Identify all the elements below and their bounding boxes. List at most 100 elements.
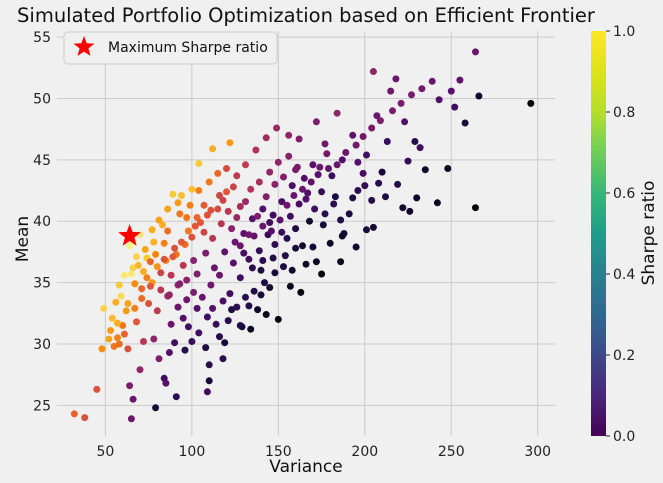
scatter-point [207,281,215,289]
scatter-point [117,292,125,300]
scatter-point [210,264,218,272]
scatter-point [181,346,189,354]
scatter-point [375,179,383,187]
scatter-point [318,188,326,196]
scatter-point [252,146,260,154]
colorbar-gradient [591,31,606,436]
scatter-point [309,243,317,251]
scatter-point [369,68,377,75]
scatter-point [165,349,173,356]
scatter-point [254,212,262,220]
scatter-point [261,279,268,287]
y-axis-label: Mean [13,216,33,262]
scatter-point [219,297,227,305]
colorbar-tick-label: 0.0 [613,429,635,445]
scatter-point [257,291,265,299]
scatter-point [397,99,405,107]
scatter-point [290,192,298,199]
scatter-point [216,192,223,199]
scatter-point [150,335,158,343]
scatter-point [325,165,332,172]
scatter-point [160,239,168,247]
scatter-point [326,239,334,247]
scatter-point [359,133,367,140]
scatter-point [292,166,300,174]
scatter-point [162,379,170,387]
scatter-point [433,199,441,207]
scatter-point [133,253,140,261]
scatter-point [169,253,177,261]
scatter-point [226,139,234,147]
scatter-point [447,87,455,95]
scatter-point [262,134,270,142]
scatter-point [195,160,203,167]
scatter-point [269,211,277,219]
scatter-point [152,250,160,258]
scatter-point [276,216,284,224]
scatter-point [368,124,376,132]
scatter-point [271,241,279,248]
scatter-point [203,211,211,219]
x-tick-label: 50 [97,444,115,460]
colorbar-tick-label: 0.8 [613,105,635,121]
x-tick-label: 250 [438,444,465,460]
scatter-point [164,205,172,213]
scatter-point [143,274,151,282]
scatter-point [259,257,267,264]
scatter-point [216,333,223,341]
scatter-point [174,199,182,207]
max-sharpe-star [118,224,141,246]
scatter-point [456,76,464,84]
scatter-point [266,284,274,291]
scatter-point [157,269,165,277]
scatter-point [193,304,201,312]
grid-layer [57,31,555,436]
scatter-point [352,243,360,251]
scatter-point [259,205,267,213]
scatter-point [203,388,211,396]
axis-layer: 50 100 150 200 250 300 25 30 35 40 45 50 55 [33,30,551,460]
x-axis-label: Variance [269,457,342,477]
scatter-point [183,276,191,284]
scatter-point [120,271,128,279]
scatter-point [150,238,158,246]
scatter-point [274,315,282,323]
scatter-point [221,248,229,256]
colorbar-tick-label: 1.0 [613,24,635,40]
scatter-point [70,410,78,418]
scatter-point [179,261,187,269]
scatter-point [248,215,256,223]
y-tick-label: 55 [33,30,51,46]
scatter-point [401,118,409,126]
scatter-point [129,264,137,272]
scatter-point [451,103,459,111]
scatter-point [278,228,286,236]
scatter-point [183,296,191,304]
scatter-point [205,361,213,369]
scatter-point [178,238,185,246]
scatter-point [176,210,184,218]
scatter-point [312,118,320,126]
scatter-point [236,274,244,282]
scatter-point [124,300,132,307]
scatter-point [271,180,279,188]
scatter-point [236,242,244,250]
scatter-point [159,221,166,229]
scatter-point [321,140,329,148]
scatter-point [300,174,308,182]
scatter-point [236,203,244,210]
scatter-point [216,271,223,279]
scatter-point [285,131,293,139]
scatter-point [302,260,310,268]
scatter-point [138,295,146,302]
scatter-point [228,225,236,233]
y-tick-label: 30 [33,337,51,353]
scatter-point [404,157,412,165]
scatter-point [224,317,232,325]
scatter-point [164,227,172,235]
x-tick-label: 200 [351,444,378,460]
scatter-point [299,185,306,193]
scatter-point [242,161,249,169]
scatter-point [295,200,303,208]
scatter-point [318,270,326,278]
